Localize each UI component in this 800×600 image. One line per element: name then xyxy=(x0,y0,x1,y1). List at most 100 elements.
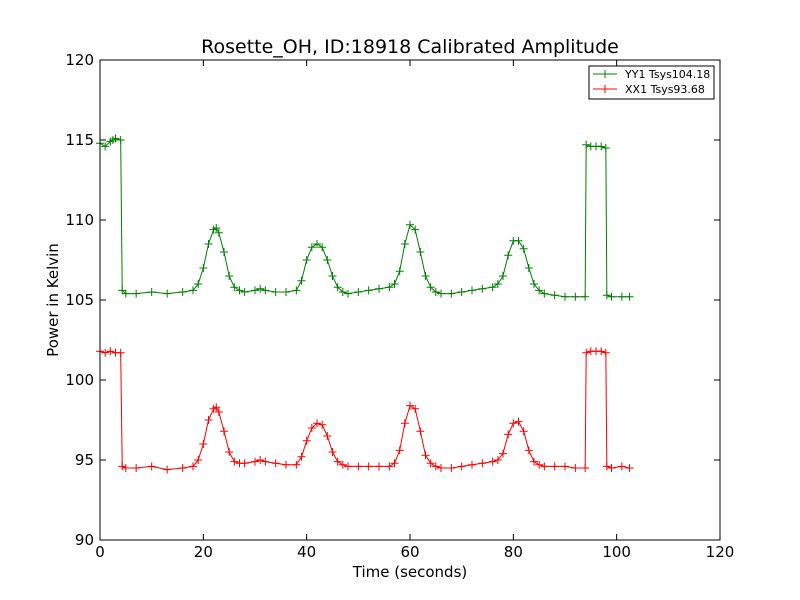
y-tick-label: 95 xyxy=(75,451,94,469)
legend-label-xx1: XX1 Tsys93.68 xyxy=(625,83,705,96)
data-point-marker xyxy=(333,457,342,466)
data-point-marker xyxy=(106,347,115,356)
data-point-marker xyxy=(550,462,559,471)
data-point-marker xyxy=(240,459,249,468)
data-point-marker xyxy=(121,464,130,472)
data-point-marker xyxy=(535,286,544,295)
data-point-marker xyxy=(261,457,270,466)
x-tick-label: 40 xyxy=(297,543,316,561)
data-point-marker xyxy=(400,419,409,428)
data-point-marker xyxy=(437,289,445,298)
data-point-marker xyxy=(189,462,197,471)
data-point-marker xyxy=(364,462,373,471)
data-point-marker xyxy=(313,240,321,248)
data-point-marker xyxy=(504,251,513,260)
data-point-marker xyxy=(354,288,363,296)
data-point-marker xyxy=(220,427,228,436)
data-point-marker xyxy=(111,134,120,143)
data-point-marker xyxy=(421,451,430,460)
data-point-marker xyxy=(390,459,399,468)
data-point-marker xyxy=(225,272,234,280)
data-point-marker xyxy=(333,283,342,292)
data-point-marker xyxy=(354,462,363,471)
chart-title: Rosette_OH, ID:18918 Calibrated Amplitud… xyxy=(201,36,619,58)
data-point-marker xyxy=(406,220,414,229)
plot-area xyxy=(100,60,720,540)
data-point-marker xyxy=(540,462,549,471)
legend: YY1 Tsys104.18 XX1 Tsys93.68 xyxy=(588,65,715,100)
data-point-marker xyxy=(601,144,610,152)
data-point-marker xyxy=(297,452,306,461)
data-point-marker xyxy=(132,289,141,298)
series-line xyxy=(99,137,630,298)
data-point-marker xyxy=(524,264,533,272)
data-point-marker xyxy=(395,267,404,276)
data-point-marker xyxy=(163,465,172,474)
y-tick-label: 110 xyxy=(65,211,94,229)
data-point-marker xyxy=(194,456,203,464)
data-point-marker xyxy=(597,347,606,356)
data-point-marker xyxy=(524,446,533,455)
y-tick-label: 105 xyxy=(65,291,94,309)
data-point-marker xyxy=(514,236,523,245)
legend-marker-xx1 xyxy=(601,85,609,93)
data-point-marker xyxy=(256,456,265,464)
data-point-marker xyxy=(519,244,528,253)
data-point-marker xyxy=(212,403,221,412)
data-point-marker xyxy=(426,459,435,468)
data-point-marker xyxy=(581,292,590,301)
data-point-marker xyxy=(194,280,203,288)
y-tick-label: 120 xyxy=(65,51,94,69)
data-point-marker xyxy=(416,427,425,436)
x-axis-label: Time (seconds) xyxy=(352,563,468,581)
x-tick-label: 20 xyxy=(194,543,213,561)
data-point-marker xyxy=(602,291,611,300)
data-point-marker xyxy=(426,283,435,292)
data-point-marker xyxy=(323,256,332,264)
data-point-marker xyxy=(411,225,420,234)
data-point-marker xyxy=(235,286,244,295)
data-point-marker xyxy=(323,432,332,440)
x-tick-label: 100 xyxy=(602,543,631,561)
data-point-marker xyxy=(282,288,290,296)
data-point-marker xyxy=(199,440,208,448)
data-point-marker xyxy=(121,289,130,298)
data-point-marker xyxy=(344,289,352,298)
x-tick-label: 0 xyxy=(95,543,105,561)
data-point-marker xyxy=(437,464,445,472)
series-xx1 xyxy=(96,347,634,474)
data-point-marker xyxy=(519,427,528,436)
data-point-marker xyxy=(302,256,311,264)
data-point-marker xyxy=(488,457,497,466)
data-point-marker xyxy=(199,264,208,272)
data-point-marker xyxy=(601,348,610,357)
data-point-marker xyxy=(282,460,290,469)
data-point-marker xyxy=(225,448,234,456)
data-point-marker xyxy=(457,462,466,471)
data-point-marker xyxy=(625,292,634,301)
data-point-marker xyxy=(116,348,125,357)
data-point-marker xyxy=(204,240,213,248)
legend-box xyxy=(588,65,715,100)
data-point-marker xyxy=(118,462,127,471)
data-point-marker xyxy=(297,276,306,285)
data-point-marker xyxy=(178,464,187,472)
data-point-marker xyxy=(163,289,172,298)
data-point-marker xyxy=(318,420,327,429)
data-point-marker xyxy=(385,462,394,471)
data-point-marker xyxy=(307,243,316,252)
data-point-marker xyxy=(261,286,270,295)
data-point-marker xyxy=(116,136,125,144)
data-point-marker xyxy=(582,348,591,357)
data-point-marker xyxy=(468,286,476,295)
series-yy1 xyxy=(96,134,634,301)
data-point-marker xyxy=(421,272,430,280)
data-point-marker xyxy=(101,348,110,357)
data-point-marker xyxy=(178,288,187,296)
x-tick-label: 120 xyxy=(706,543,735,561)
data-point-marker xyxy=(338,288,347,296)
data-point-marker xyxy=(468,460,476,469)
data-point-marker xyxy=(230,457,239,466)
data-point-marker xyxy=(607,464,616,472)
data-point-marker xyxy=(328,272,337,280)
